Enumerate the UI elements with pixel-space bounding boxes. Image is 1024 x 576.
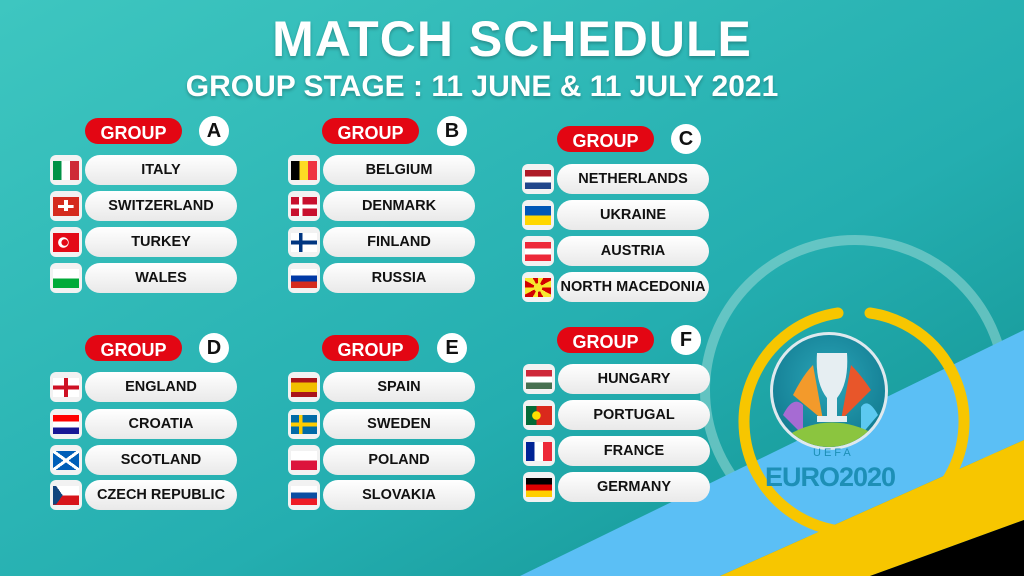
flag-icon bbox=[53, 160, 79, 180]
flag-icon bbox=[291, 414, 317, 434]
flag-badge bbox=[50, 227, 82, 257]
flag-badge bbox=[288, 372, 320, 402]
flag-badge bbox=[288, 409, 320, 439]
flag-badge bbox=[522, 236, 554, 266]
team-name: NORTH MACEDONIA bbox=[557, 272, 709, 302]
team-name: UKRAINE bbox=[557, 200, 709, 230]
team-name: GERMANY bbox=[558, 472, 710, 502]
group-letter: A bbox=[199, 116, 229, 146]
group-letter: C bbox=[671, 124, 701, 154]
flag-badge bbox=[523, 436, 555, 466]
flag-badge bbox=[288, 445, 320, 475]
flag-icon bbox=[53, 268, 79, 288]
flag-badge bbox=[50, 445, 82, 475]
team-name: HUNGARY bbox=[558, 364, 710, 394]
team-name: RUSSIA bbox=[323, 263, 475, 293]
team-name: TURKEY bbox=[85, 227, 237, 257]
group-label: GROUP bbox=[85, 118, 182, 144]
flag-badge bbox=[522, 272, 554, 302]
page-subtitle: GROUP STAGE : 11 JUNE & 11 JULY 2021 bbox=[185, 70, 779, 103]
team-name: CROATIA bbox=[85, 409, 237, 439]
group-letter: D bbox=[199, 333, 229, 363]
flag-icon bbox=[525, 205, 551, 225]
team-name: DENMARK bbox=[323, 191, 475, 221]
flag-badge bbox=[50, 372, 82, 402]
team-name: FINLAND bbox=[323, 227, 475, 257]
group-label: GROUP bbox=[322, 335, 419, 361]
group-label: GROUP bbox=[322, 118, 419, 144]
flag-badge bbox=[50, 263, 82, 293]
flag-badge bbox=[523, 400, 555, 430]
team-name: CZECH REPUBLIC bbox=[85, 480, 237, 510]
team-name: NETHERLANDS bbox=[557, 164, 709, 194]
flag-icon bbox=[53, 485, 79, 505]
uefa-wordmark: UEFA bbox=[813, 447, 854, 459]
flag-badge bbox=[288, 480, 320, 510]
flag-badge bbox=[288, 155, 320, 185]
flag-badge bbox=[50, 480, 82, 510]
flag-badge bbox=[50, 155, 82, 185]
team-name: SWITZERLAND bbox=[85, 191, 237, 221]
group-letter: B bbox=[437, 116, 467, 146]
flag-badge bbox=[288, 191, 320, 221]
flag-icon bbox=[525, 169, 551, 189]
flag-icon bbox=[53, 196, 79, 216]
team-name: FRANCE bbox=[558, 436, 710, 466]
flag-badge bbox=[288, 227, 320, 257]
flag-icon bbox=[291, 232, 317, 252]
group-label: GROUP bbox=[557, 327, 654, 353]
team-name: SWEDEN bbox=[323, 409, 475, 439]
flag-icon bbox=[53, 377, 79, 397]
flag-badge bbox=[50, 409, 82, 439]
flag-icon bbox=[53, 232, 79, 252]
flag-badge bbox=[523, 364, 555, 394]
group-letter: E bbox=[437, 333, 467, 363]
page-title: MATCH SCHEDULE bbox=[272, 11, 752, 67]
flag-icon bbox=[291, 196, 317, 216]
flag-icon bbox=[53, 414, 79, 434]
flag-icon bbox=[291, 268, 317, 288]
team-name: SLOVAKIA bbox=[323, 480, 475, 510]
flag-icon bbox=[526, 441, 552, 461]
flag-icon bbox=[291, 377, 317, 397]
euro2020-trophy-logo bbox=[770, 332, 888, 450]
team-name: BELGIUM bbox=[323, 155, 475, 185]
flag-badge bbox=[522, 164, 554, 194]
flag-badge bbox=[50, 191, 82, 221]
flag-icon bbox=[526, 405, 552, 425]
team-name: SCOTLAND bbox=[85, 445, 237, 475]
flag-badge bbox=[522, 200, 554, 230]
flag-icon bbox=[526, 477, 552, 497]
team-name: WALES bbox=[85, 263, 237, 293]
euro2020-wordmark: EURO2020 bbox=[765, 462, 896, 492]
team-name: AUSTRIA bbox=[557, 236, 709, 266]
flag-icon bbox=[53, 450, 79, 470]
group-label: GROUP bbox=[85, 335, 182, 361]
team-name: ITALY bbox=[85, 155, 237, 185]
flag-icon bbox=[291, 485, 317, 505]
flag-badge bbox=[288, 263, 320, 293]
group-letter: F bbox=[671, 325, 701, 355]
group-label: GROUP bbox=[557, 126, 654, 152]
flag-icon bbox=[525, 241, 551, 261]
team-name: ENGLAND bbox=[85, 372, 237, 402]
team-name: POLAND bbox=[323, 445, 475, 475]
flag-icon bbox=[525, 277, 551, 297]
team-name: SPAIN bbox=[323, 372, 475, 402]
flag-icon bbox=[291, 450, 317, 470]
flag-icon bbox=[291, 160, 317, 180]
flag-badge bbox=[523, 472, 555, 502]
team-name: PORTUGAL bbox=[558, 400, 710, 430]
flag-icon bbox=[526, 369, 552, 389]
